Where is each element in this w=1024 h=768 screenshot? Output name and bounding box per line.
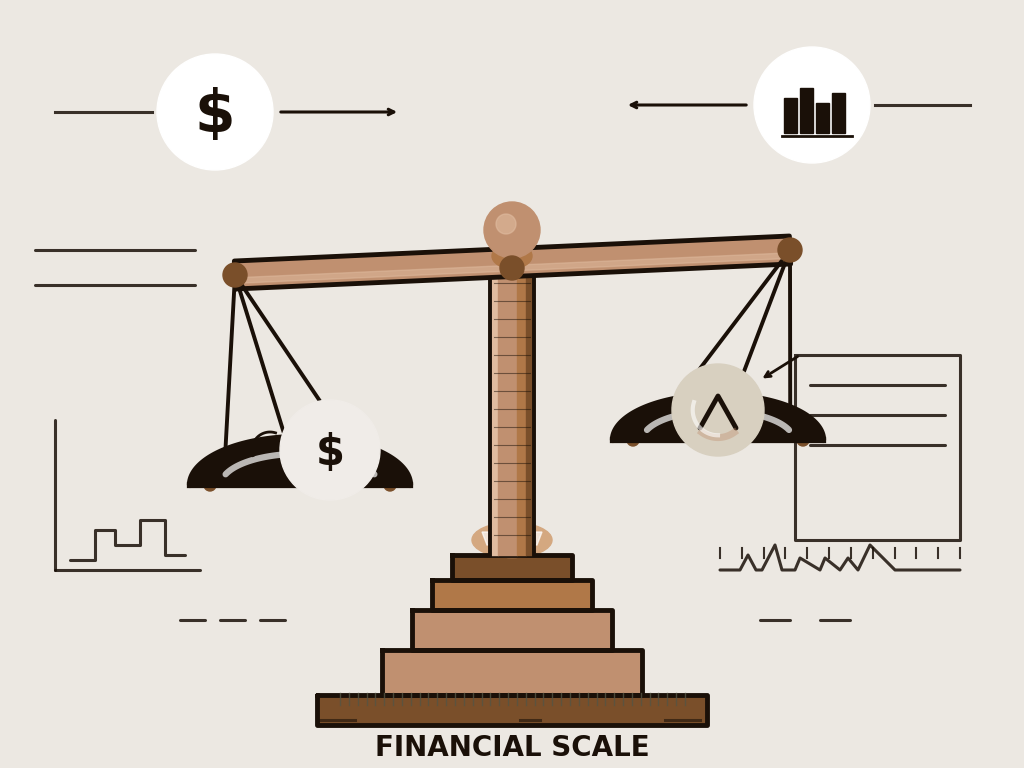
Polygon shape: [831, 93, 845, 133]
Circle shape: [754, 47, 870, 163]
Circle shape: [384, 479, 396, 491]
Circle shape: [484, 202, 540, 258]
Polygon shape: [203, 443, 397, 485]
Circle shape: [672, 364, 764, 456]
Text: FINANCIAL SCALE: FINANCIAL SCALE: [375, 734, 649, 762]
Polygon shape: [816, 103, 829, 133]
Ellipse shape: [492, 243, 532, 269]
Circle shape: [157, 54, 273, 170]
Circle shape: [500, 256, 524, 280]
Circle shape: [496, 214, 516, 234]
Circle shape: [223, 263, 247, 287]
Text: $: $: [315, 432, 344, 474]
Circle shape: [280, 400, 380, 500]
Circle shape: [627, 434, 639, 446]
Polygon shape: [800, 88, 813, 133]
Polygon shape: [234, 236, 791, 289]
Ellipse shape: [472, 522, 552, 558]
Polygon shape: [613, 395, 823, 440]
Polygon shape: [432, 580, 592, 610]
Polygon shape: [482, 532, 542, 545]
Polygon shape: [412, 610, 612, 650]
Circle shape: [797, 434, 809, 446]
Polygon shape: [452, 555, 572, 580]
Polygon shape: [190, 437, 410, 485]
Polygon shape: [236, 253, 791, 283]
Text: $: $: [195, 87, 236, 144]
Circle shape: [204, 479, 216, 491]
Circle shape: [778, 238, 802, 262]
Polygon shape: [626, 400, 810, 440]
Polygon shape: [382, 650, 642, 695]
Polygon shape: [317, 695, 707, 725]
Polygon shape: [784, 98, 797, 133]
